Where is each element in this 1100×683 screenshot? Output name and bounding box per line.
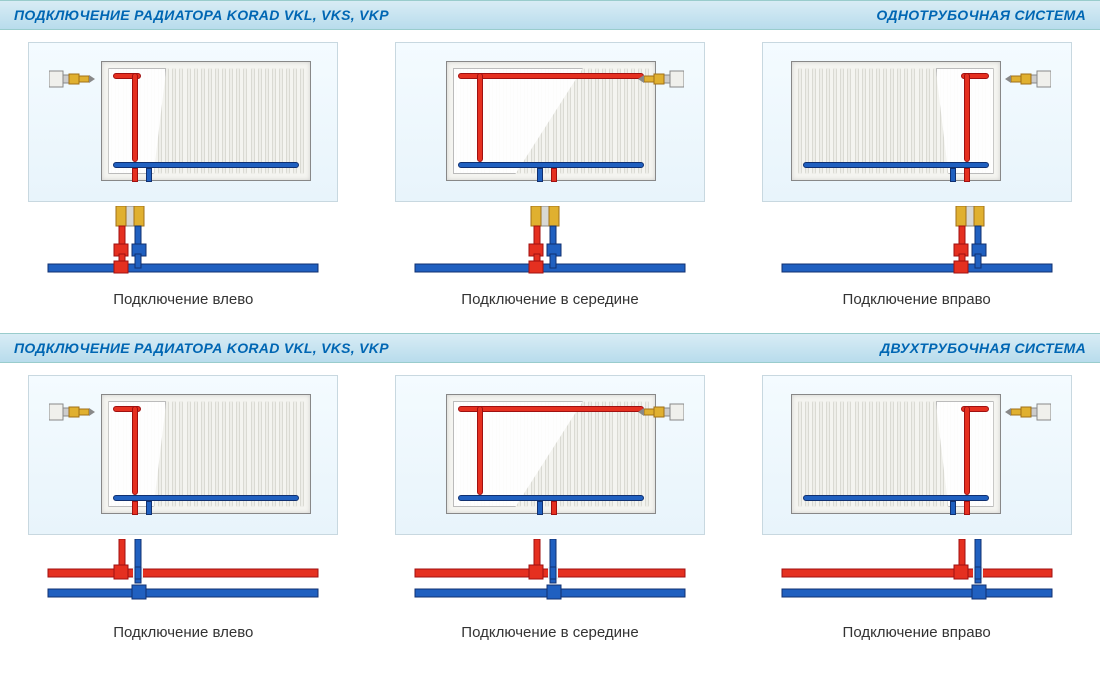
section-title-left: ПОДКЛЮЧЕНИЕ РАДИАТОРА KORAD VKL, VKS, VK… xyxy=(14,7,389,23)
radiator-body xyxy=(101,61,311,181)
radiator-body xyxy=(791,61,1001,181)
hot-pipe-vertical xyxy=(477,73,483,162)
section: ПОДКЛЮЧЕНИЕ РАДИАТОРА KORAD VKL, VKS, VK… xyxy=(0,333,1100,641)
thermostatic-valve-icon xyxy=(1005,398,1051,426)
diagram-row: Подключение влево Подключение в середине П… xyxy=(0,30,1100,308)
section-title-left: ПОДКЛЮЧЕНИЕ РАДИАТОРА KORAD VKL, VKS, VK… xyxy=(14,340,389,356)
outlet-hot xyxy=(551,501,557,515)
hot-pipe-vertical xyxy=(477,406,483,495)
pipe-connection xyxy=(8,206,358,281)
outlet-cold xyxy=(950,168,956,182)
outlet-hot xyxy=(964,501,970,515)
hot-pipe-vertical xyxy=(964,73,970,162)
diagram-panel xyxy=(395,42,705,202)
radiator-body xyxy=(791,394,1001,514)
diagram-cell: Подключение влево xyxy=(8,42,358,308)
outlet-cold xyxy=(146,501,152,515)
thermostatic-valve-icon xyxy=(638,65,684,93)
pipe-connection xyxy=(375,206,725,281)
cold-collector xyxy=(803,162,989,168)
diagram-caption: Подключение влево xyxy=(8,624,358,641)
pipe-connection xyxy=(742,206,1092,281)
diagram-caption: Подключение в середине xyxy=(375,624,725,641)
cold-collector xyxy=(113,162,299,168)
hot-pipe-top xyxy=(458,406,644,412)
outlet-hot xyxy=(964,168,970,182)
radiator-body xyxy=(446,61,656,181)
diagram-cell: Подключение вправо xyxy=(742,42,1092,308)
hot-pipe-vertical xyxy=(964,406,970,495)
pipe-connection xyxy=(375,539,725,614)
diagram-caption: Подключение влево xyxy=(8,291,358,308)
diagram-caption: Подключение вправо xyxy=(742,291,1092,308)
outlet-cold xyxy=(146,168,152,182)
section-title-right: ОДНОТРУБОЧНАЯ СИСТЕМА xyxy=(876,7,1086,23)
hot-pipe-vertical xyxy=(132,73,138,162)
outlet-hot xyxy=(132,501,138,515)
thermostatic-valve-icon xyxy=(49,398,95,426)
outlet-cold xyxy=(537,168,543,182)
pipe-connection xyxy=(742,539,1092,614)
diagram-panel xyxy=(28,375,338,535)
diagram-panel xyxy=(395,375,705,535)
cold-collector xyxy=(113,495,299,501)
cold-collector xyxy=(803,495,989,501)
outlet-hot xyxy=(132,168,138,182)
diagram-caption: Подключение в середине xyxy=(375,291,725,308)
radiator-body xyxy=(101,394,311,514)
hot-pipe-vertical xyxy=(132,406,138,495)
outlet-cold xyxy=(950,501,956,515)
hot-pipe-top xyxy=(458,73,644,79)
outlet-cold xyxy=(537,501,543,515)
diagram-row: Подключение влево Подключение в середине П… xyxy=(0,363,1100,641)
diagram-panel xyxy=(762,375,1072,535)
pipe-connection xyxy=(8,539,358,614)
diagram-panel xyxy=(28,42,338,202)
thermostatic-valve-icon xyxy=(1005,65,1051,93)
thermostatic-valve-icon xyxy=(638,398,684,426)
radiator-body xyxy=(446,394,656,514)
diagram-caption: Подключение вправо xyxy=(742,624,1092,641)
diagram-panel xyxy=(762,42,1072,202)
diagram-cell: Подключение вправо xyxy=(742,375,1092,641)
section-title-right: ДВУХТРУБОЧНАЯ СИСТЕМА xyxy=(880,340,1086,356)
diagram-cell: Подключение в середине xyxy=(375,375,725,641)
outlet-hot xyxy=(551,168,557,182)
section: ПОДКЛЮЧЕНИЕ РАДИАТОРА KORAD VKL, VKS, VK… xyxy=(0,0,1100,308)
section-header: ПОДКЛЮЧЕНИЕ РАДИАТОРА KORAD VKL, VKS, VK… xyxy=(0,0,1100,30)
diagram-cell: Подключение влево xyxy=(8,375,358,641)
thermostatic-valve-icon xyxy=(49,65,95,93)
diagram-cell: Подключение в середине xyxy=(375,42,725,308)
section-header: ПОДКЛЮЧЕНИЕ РАДИАТОРА KORAD VKL, VKS, VK… xyxy=(0,333,1100,363)
